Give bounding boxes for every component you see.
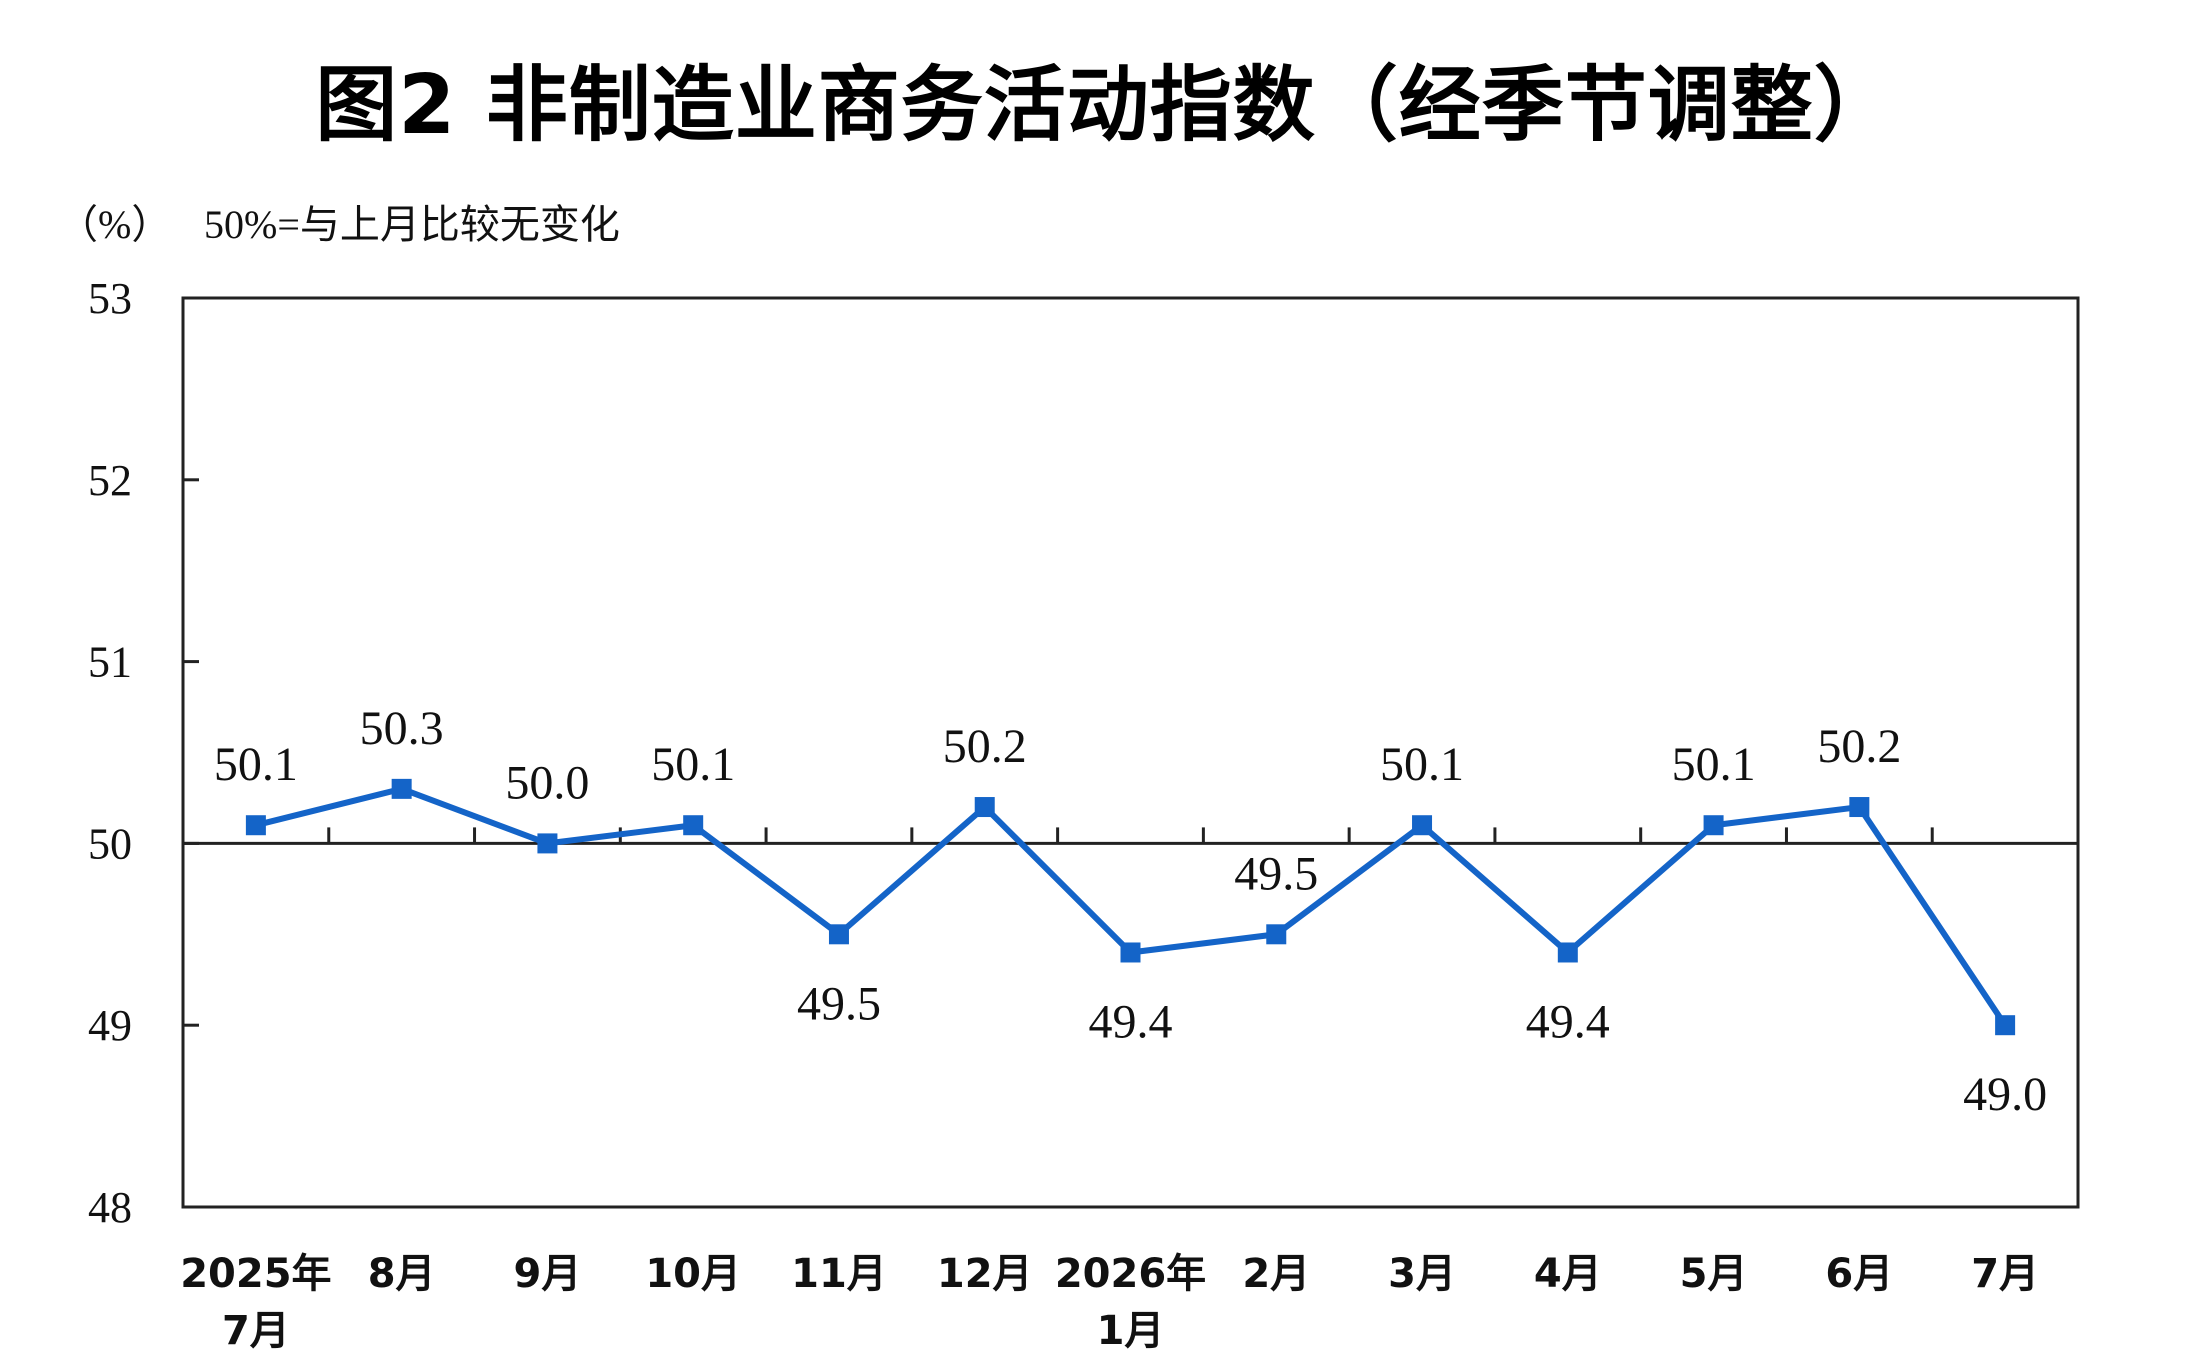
data-point	[245, 815, 266, 836]
data-point	[1557, 942, 1578, 963]
y-axis-layer: 48 49 50 51 52 53	[88, 274, 199, 1232]
data-label-layer: 50.1 50.3 50.0 50.1 49.5 50.2 49.4 49.5 50.1 49.4…	[214, 702, 2047, 1121]
series-line	[255, 785, 2008, 1027]
x-category-label: 9月	[514, 1251, 582, 1297]
data-label: 50.2	[1817, 720, 1901, 773]
y-tick-label: 53	[88, 274, 132, 323]
unit-layer: （%） 50%=与上月比较无变化	[58, 202, 620, 247]
y-tick-label: 51	[88, 638, 132, 687]
y-axis-unit: （%）	[58, 202, 171, 247]
reference-note: 50%=与上月比较无变化	[204, 202, 620, 247]
data-point	[1412, 815, 1433, 836]
data-point	[537, 833, 558, 854]
y-tick-label: 48	[88, 1183, 132, 1232]
plot-frame-layer	[181, 296, 2080, 1209]
x-category-label: 2月	[1242, 1251, 1310, 1297]
y-tick-label: 49	[88, 1001, 132, 1050]
x-category-label: 11月	[791, 1251, 887, 1297]
plot-frame	[181, 296, 2080, 1209]
x-category-label: 1月	[1097, 1308, 1165, 1354]
x-category-label: 2025年	[180, 1251, 331, 1297]
x-category-label: 2026年	[1055, 1251, 1206, 1297]
x-category-label: 8月	[368, 1251, 436, 1297]
x-category-label: 7月	[1971, 1251, 2039, 1297]
data-label: 49.4	[1089, 995, 1173, 1048]
data-point	[683, 815, 704, 836]
y-tick-label: 50	[88, 819, 132, 868]
data-label: 50.1	[651, 738, 735, 791]
data-point	[1120, 942, 1141, 963]
x-category-label: 10月	[645, 1251, 741, 1297]
data-point	[1266, 924, 1287, 945]
x-category-label: 12月	[937, 1251, 1033, 1297]
chart-title: 图2 非制造业商务活动指数（经季节调整）	[315, 58, 1897, 153]
x-category-label: 7月	[222, 1308, 290, 1354]
data-point	[1703, 815, 1724, 836]
data-label: 50.3	[360, 702, 444, 755]
data-label: 49.0	[1963, 1068, 2047, 1121]
data-point	[1995, 1015, 2016, 1036]
series-layer	[245, 778, 2016, 1036]
data-label: 50.1	[214, 738, 298, 791]
data-label: 50.0	[505, 756, 589, 809]
data-point	[974, 797, 995, 818]
x-category-label: 4月	[1534, 1251, 1602, 1297]
data-label: 49.5	[797, 977, 881, 1030]
x-category-label: 5月	[1680, 1251, 1748, 1297]
data-label: 49.5	[1234, 847, 1318, 900]
data-point	[391, 778, 412, 799]
data-label: 50.2	[943, 720, 1027, 773]
data-point	[1849, 797, 1870, 818]
data-label: 50.1	[1672, 738, 1756, 791]
data-label: 49.4	[1526, 995, 1610, 1048]
y-tick-label: 52	[88, 456, 132, 505]
x-category-label: 3月	[1388, 1251, 1456, 1297]
data-label: 50.1	[1380, 738, 1464, 791]
x-category-label: 6月	[1825, 1251, 1893, 1297]
x-axis-layer: 2025年 7月 8月 9月 10月 11月 12月 2026年 1月 2月 3月 4月 5月 6月 7月	[180, 827, 2039, 1354]
data-point	[828, 924, 849, 945]
